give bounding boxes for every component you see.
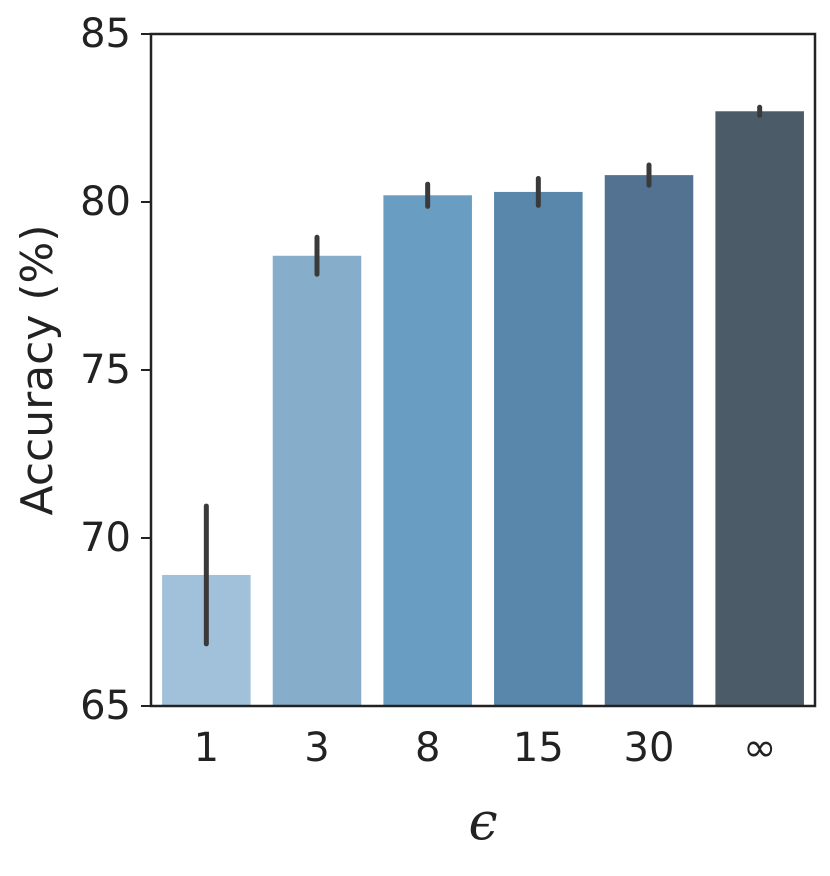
- bar: [604, 175, 694, 706]
- x-tick-label: 15: [513, 725, 564, 771]
- bar: [494, 191, 583, 707]
- y-tick-label: 80: [80, 179, 131, 225]
- x-tick-label: 8: [415, 725, 440, 771]
- x-tick-label: 30: [624, 725, 675, 771]
- x-axis-label: ϵ: [468, 793, 497, 853]
- y-tick-label: 70: [80, 515, 131, 561]
- bar: [383, 195, 472, 706]
- bar: [715, 111, 804, 706]
- x-tick-label: ∞: [743, 725, 776, 771]
- x-tick-label: 1: [194, 725, 219, 771]
- y-tick-label: 75: [80, 347, 131, 393]
- x-tick-label: 3: [304, 725, 329, 771]
- y-axis-label: Accuracy (%): [12, 224, 63, 515]
- bar: [272, 255, 362, 706]
- plot-frame: [149, 32, 817, 708]
- y-tick-label: 85: [80, 11, 131, 57]
- y-tick-label: 65: [80, 683, 131, 729]
